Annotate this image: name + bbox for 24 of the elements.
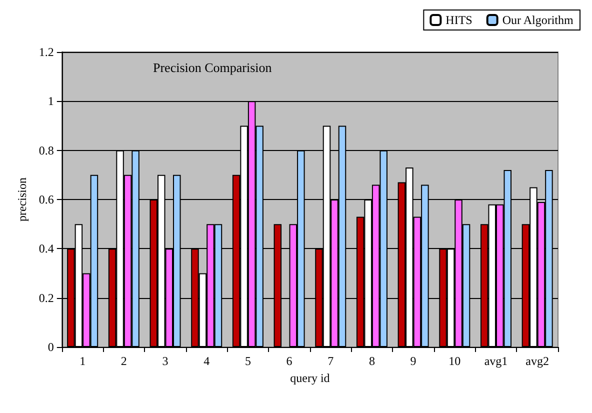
x-tick-label: avg2 [526,354,549,368]
x-tick-label: 7 [328,354,334,368]
y-tick-label: 1 [48,94,54,108]
x-tick-label: 3 [162,354,168,368]
y-tick-label: 0.6 [38,192,54,206]
legend-label: HITS [446,13,472,27]
x-tick-label: 4 [204,354,210,368]
x-tick-label: 9 [410,354,416,368]
y-tick-label: 1.2 [38,45,54,59]
x-tick-label: 2 [120,354,127,368]
y-tick-label: 0.8 [38,143,54,158]
y-axis-title: precision [15,178,29,222]
x-tick-label: 5 [244,354,251,368]
legend-label: Our Algorithm [502,13,574,27]
x-tick-label: 1 [80,354,86,368]
x-tick-label: 10 [448,354,461,368]
x-tick-label: 8 [368,354,375,368]
y-tick-label: 0 [48,340,54,354]
x-tick-label: avg1 [484,354,508,368]
y-tick-label: 0.2 [38,290,54,305]
x-axis-title: query id [290,370,330,385]
x-tick-label: 6 [286,354,292,368]
y-tick-label: 0.4 [38,242,54,256]
text: Precision Comparision [153,60,272,75]
